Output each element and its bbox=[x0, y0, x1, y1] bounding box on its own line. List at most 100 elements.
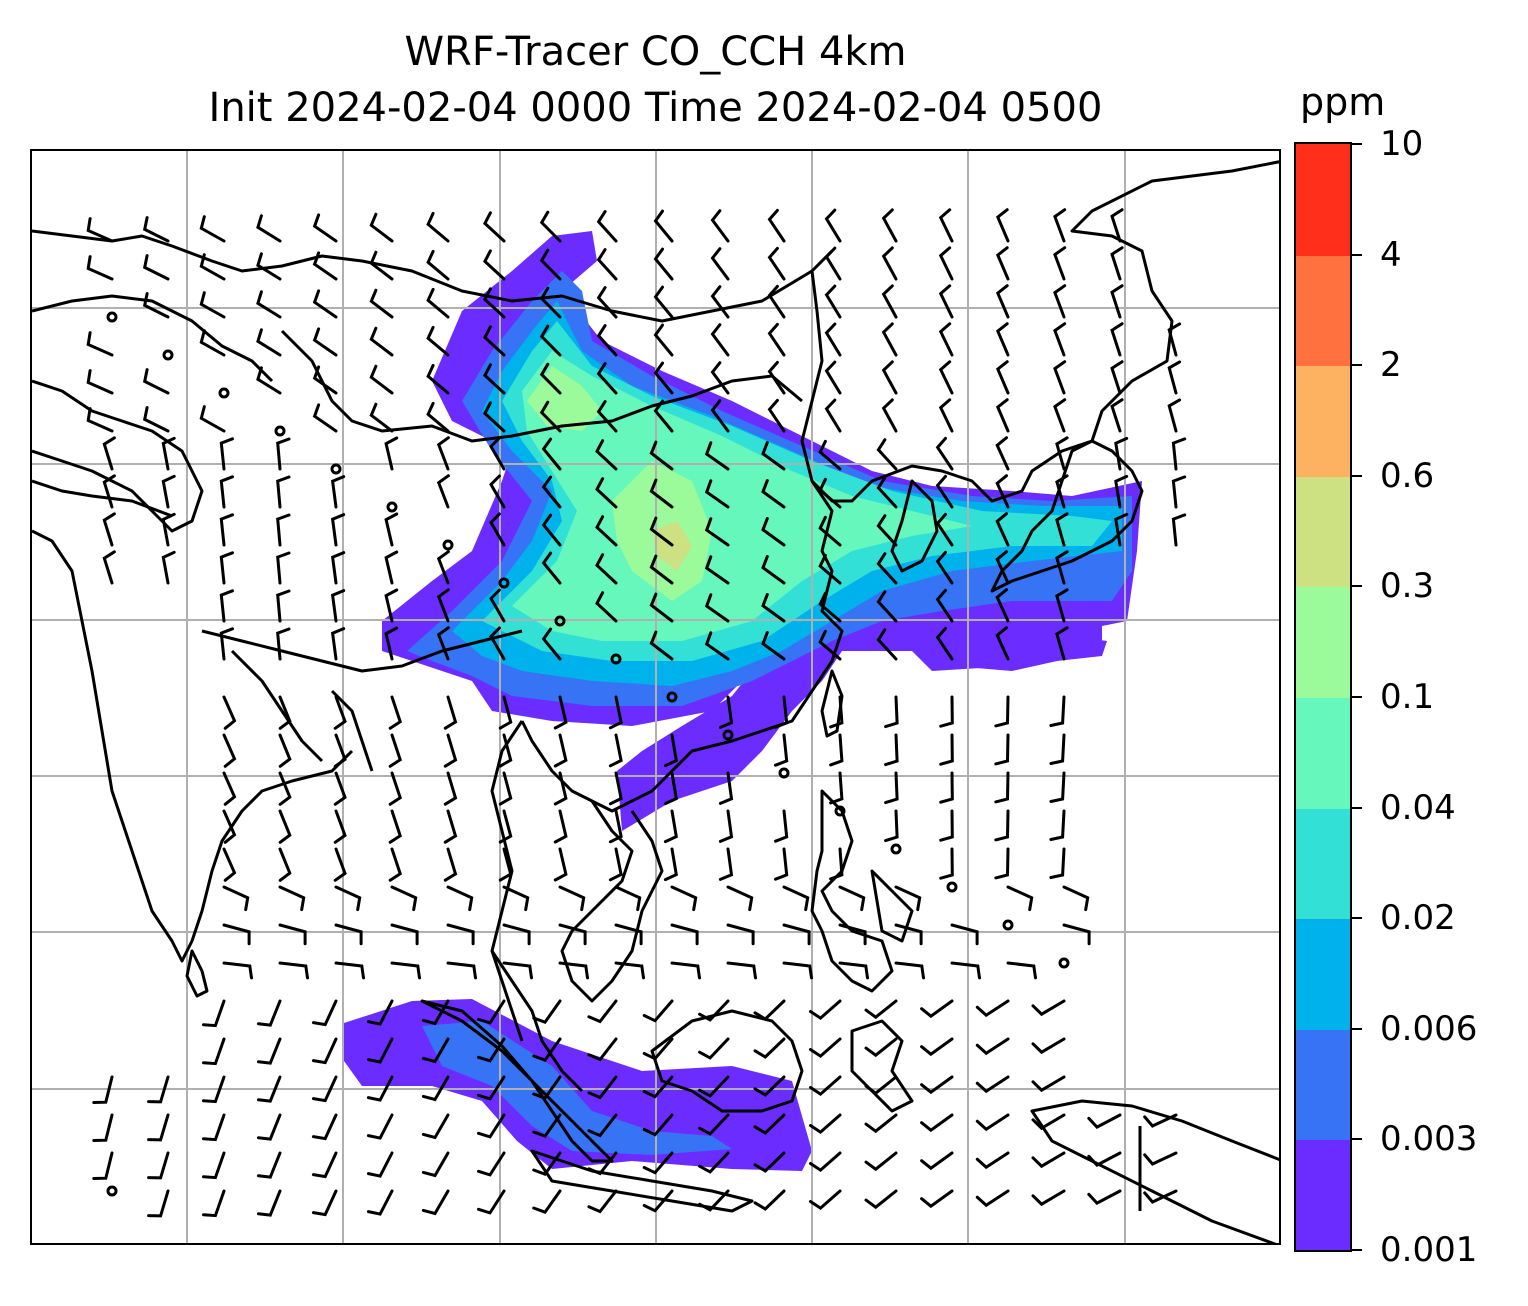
wind-barb bbox=[421, 1037, 450, 1064]
wind-barb bbox=[86, 331, 114, 357]
wind-barb bbox=[102, 550, 116, 585]
tracer-plume-north-5 bbox=[512, 351, 972, 641]
wind-barb bbox=[384, 588, 399, 623]
wind-barb bbox=[143, 216, 170, 243]
wind-barb bbox=[767, 360, 786, 395]
wind-barb bbox=[256, 999, 282, 1027]
wind-barb bbox=[161, 512, 176, 547]
wind-barb bbox=[975, 1189, 1010, 1208]
wind-barb bbox=[426, 363, 450, 395]
wind-barb bbox=[761, 441, 786, 471]
wind-barb bbox=[938, 284, 954, 319]
wind-barb bbox=[369, 212, 394, 243]
wind-barb bbox=[498, 733, 513, 768]
wind-barb bbox=[935, 588, 954, 623]
wind-barb bbox=[864, 1075, 898, 1096]
colorbar-tick bbox=[1352, 364, 1362, 367]
wind-barb bbox=[1087, 1189, 1122, 1205]
wind-barb bbox=[595, 439, 618, 471]
wind-barb bbox=[935, 436, 954, 471]
wind-barb bbox=[421, 1113, 450, 1140]
wind-barb bbox=[698, 1151, 730, 1174]
wind-barb bbox=[147, 1075, 170, 1104]
wind-barb bbox=[532, 1189, 562, 1215]
wind-barb bbox=[558, 961, 589, 980]
wind-barb bbox=[278, 923, 307, 946]
wind-barb bbox=[704, 631, 730, 661]
wind-barb bbox=[436, 550, 450, 585]
wind-barb bbox=[809, 1113, 842, 1134]
wind-barb bbox=[726, 885, 754, 912]
wind-barb bbox=[935, 474, 954, 509]
wind-barb bbox=[426, 211, 450, 243]
wind-barb bbox=[446, 961, 477, 980]
colorbar-tick bbox=[1352, 1138, 1362, 1141]
wind-barb bbox=[330, 627, 346, 661]
wind-barb bbox=[92, 1113, 114, 1142]
wind-barb bbox=[649, 440, 674, 471]
wind-barb bbox=[995, 588, 1010, 623]
wind-barb bbox=[864, 1189, 898, 1210]
wind-barb bbox=[1055, 474, 1069, 509]
wind-barb bbox=[649, 478, 674, 509]
wind-barb bbox=[876, 438, 898, 471]
wind-barb bbox=[718, 771, 734, 805]
wind-barb bbox=[1143, 1113, 1178, 1128]
wind-barb bbox=[539, 248, 562, 281]
wind-barb bbox=[311, 1113, 338, 1141]
wind-barb bbox=[147, 1189, 170, 1218]
wind-barb bbox=[202, 1075, 226, 1104]
wind-barb bbox=[1171, 437, 1187, 471]
tracer-band-east bbox=[912, 636, 1107, 671]
wind-barb bbox=[541, 437, 562, 471]
colorbar-tick-label: 2 bbox=[1380, 345, 1402, 386]
wind-barb bbox=[436, 474, 450, 509]
wind-barb bbox=[278, 809, 292, 844]
wind-barb bbox=[881, 246, 898, 281]
wind-barb bbox=[975, 1037, 1010, 1056]
wind-barb bbox=[608, 733, 623, 768]
wind-barb bbox=[222, 771, 237, 806]
wind-barb bbox=[483, 363, 506, 395]
wind-barb bbox=[1143, 1189, 1178, 1204]
wind-barb bbox=[698, 999, 730, 1022]
wind-barb bbox=[369, 250, 394, 281]
wind-barb bbox=[935, 512, 954, 547]
wind-barb bbox=[446, 885, 474, 912]
wind-barb bbox=[1031, 1037, 1066, 1055]
wind-barb bbox=[774, 847, 789, 881]
wind-barb bbox=[782, 923, 811, 946]
wind-barb bbox=[219, 589, 234, 623]
wind-barb bbox=[477, 1037, 506, 1063]
wind-barb bbox=[864, 1113, 898, 1134]
calm-wind-circle bbox=[1058, 957, 1070, 969]
wind-barb bbox=[199, 329, 226, 357]
wind-barb bbox=[92, 1151, 114, 1180]
wind-barb bbox=[436, 626, 450, 661]
colorbar-tick bbox=[1352, 806, 1362, 809]
colorbar-tick bbox=[1352, 474, 1362, 477]
wind-barb bbox=[881, 284, 898, 319]
wind-barb bbox=[809, 1075, 842, 1096]
wind-barb bbox=[502, 885, 530, 912]
wind-barb bbox=[809, 1151, 842, 1172]
wind-barb bbox=[311, 1037, 338, 1065]
wind-barb bbox=[670, 961, 701, 980]
wind-barb bbox=[532, 1075, 562, 1101]
wind-barb bbox=[312, 289, 338, 319]
colorbar-tick-label: 0.001 bbox=[1380, 1230, 1478, 1270]
calm-wind-circle bbox=[554, 615, 566, 627]
wind-barb bbox=[333, 847, 347, 882]
wind-barb bbox=[587, 1151, 618, 1176]
wind-barb bbox=[443, 847, 458, 882]
colorbar-tick bbox=[1352, 1249, 1362, 1251]
wind-barb bbox=[502, 923, 531, 946]
wind-barb bbox=[1031, 1151, 1066, 1169]
wind-barb bbox=[938, 360, 954, 395]
wind-barb bbox=[864, 999, 898, 1020]
wind-barb bbox=[767, 322, 786, 357]
wind-barb bbox=[421, 1075, 450, 1102]
wind-barb bbox=[161, 474, 176, 509]
wind-barb bbox=[761, 517, 786, 547]
wind-barb bbox=[202, 1151, 226, 1180]
